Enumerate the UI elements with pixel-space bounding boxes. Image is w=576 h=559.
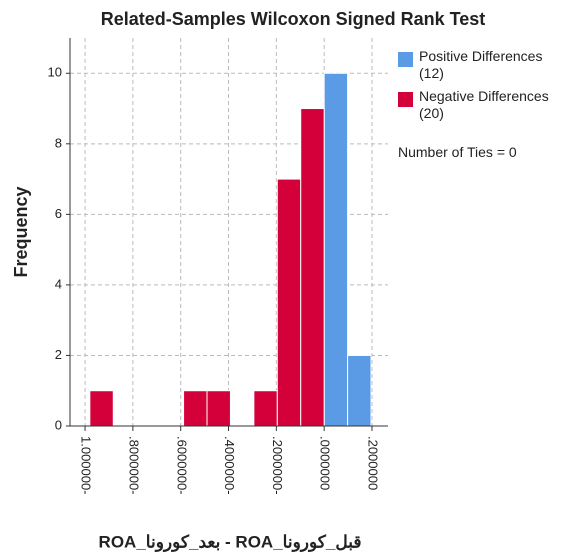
x-tick-label: .4000000- — [222, 436, 237, 495]
bar — [323, 72, 349, 427]
y-tick-label: 6 — [55, 206, 62, 221]
legend-swatch — [398, 92, 413, 107]
bar — [347, 354, 372, 427]
bar — [89, 390, 114, 427]
legend-item: Positive Differences (12) — [398, 48, 563, 82]
bar — [183, 390, 208, 427]
x-axis-label: ROA_بعد_كورونا - ROA_قبل_كورونا — [99, 532, 362, 552]
x-tick-label: .0000000 — [318, 436, 333, 490]
bar — [300, 108, 325, 427]
bar — [253, 390, 278, 427]
x-tick-label: .8000000- — [126, 436, 141, 495]
y-tick-label: 2 — [55, 347, 62, 362]
y-tick-label: 10 — [48, 65, 62, 80]
legend-swatch — [398, 52, 413, 67]
legend-item: Negative Differences (20) — [398, 88, 563, 122]
x-tick-label: .6000000- — [174, 436, 189, 495]
annotation: Number of Ties = 0 — [398, 144, 517, 160]
x-tick-label: .2000000 — [366, 436, 381, 490]
legend-label: Negative Differences (20) — [419, 88, 549, 121]
chart-title: Related-Samples Wilcoxon Signed Rank Tes… — [101, 9, 486, 29]
y-axis-label: Frequency — [11, 186, 31, 277]
y-tick-label: 4 — [55, 276, 62, 291]
bar — [206, 390, 231, 427]
y-tick-label: 8 — [55, 135, 62, 150]
y-tick-label: 0 — [55, 417, 62, 432]
x-tick-label: .2000000- — [270, 436, 285, 495]
legend: Positive Differences (12) Negative Differ… — [398, 48, 563, 160]
bar — [276, 178, 302, 427]
x-tick-label: 1.000000- — [79, 436, 94, 495]
legend-label: Positive Differences (12) — [419, 48, 543, 81]
